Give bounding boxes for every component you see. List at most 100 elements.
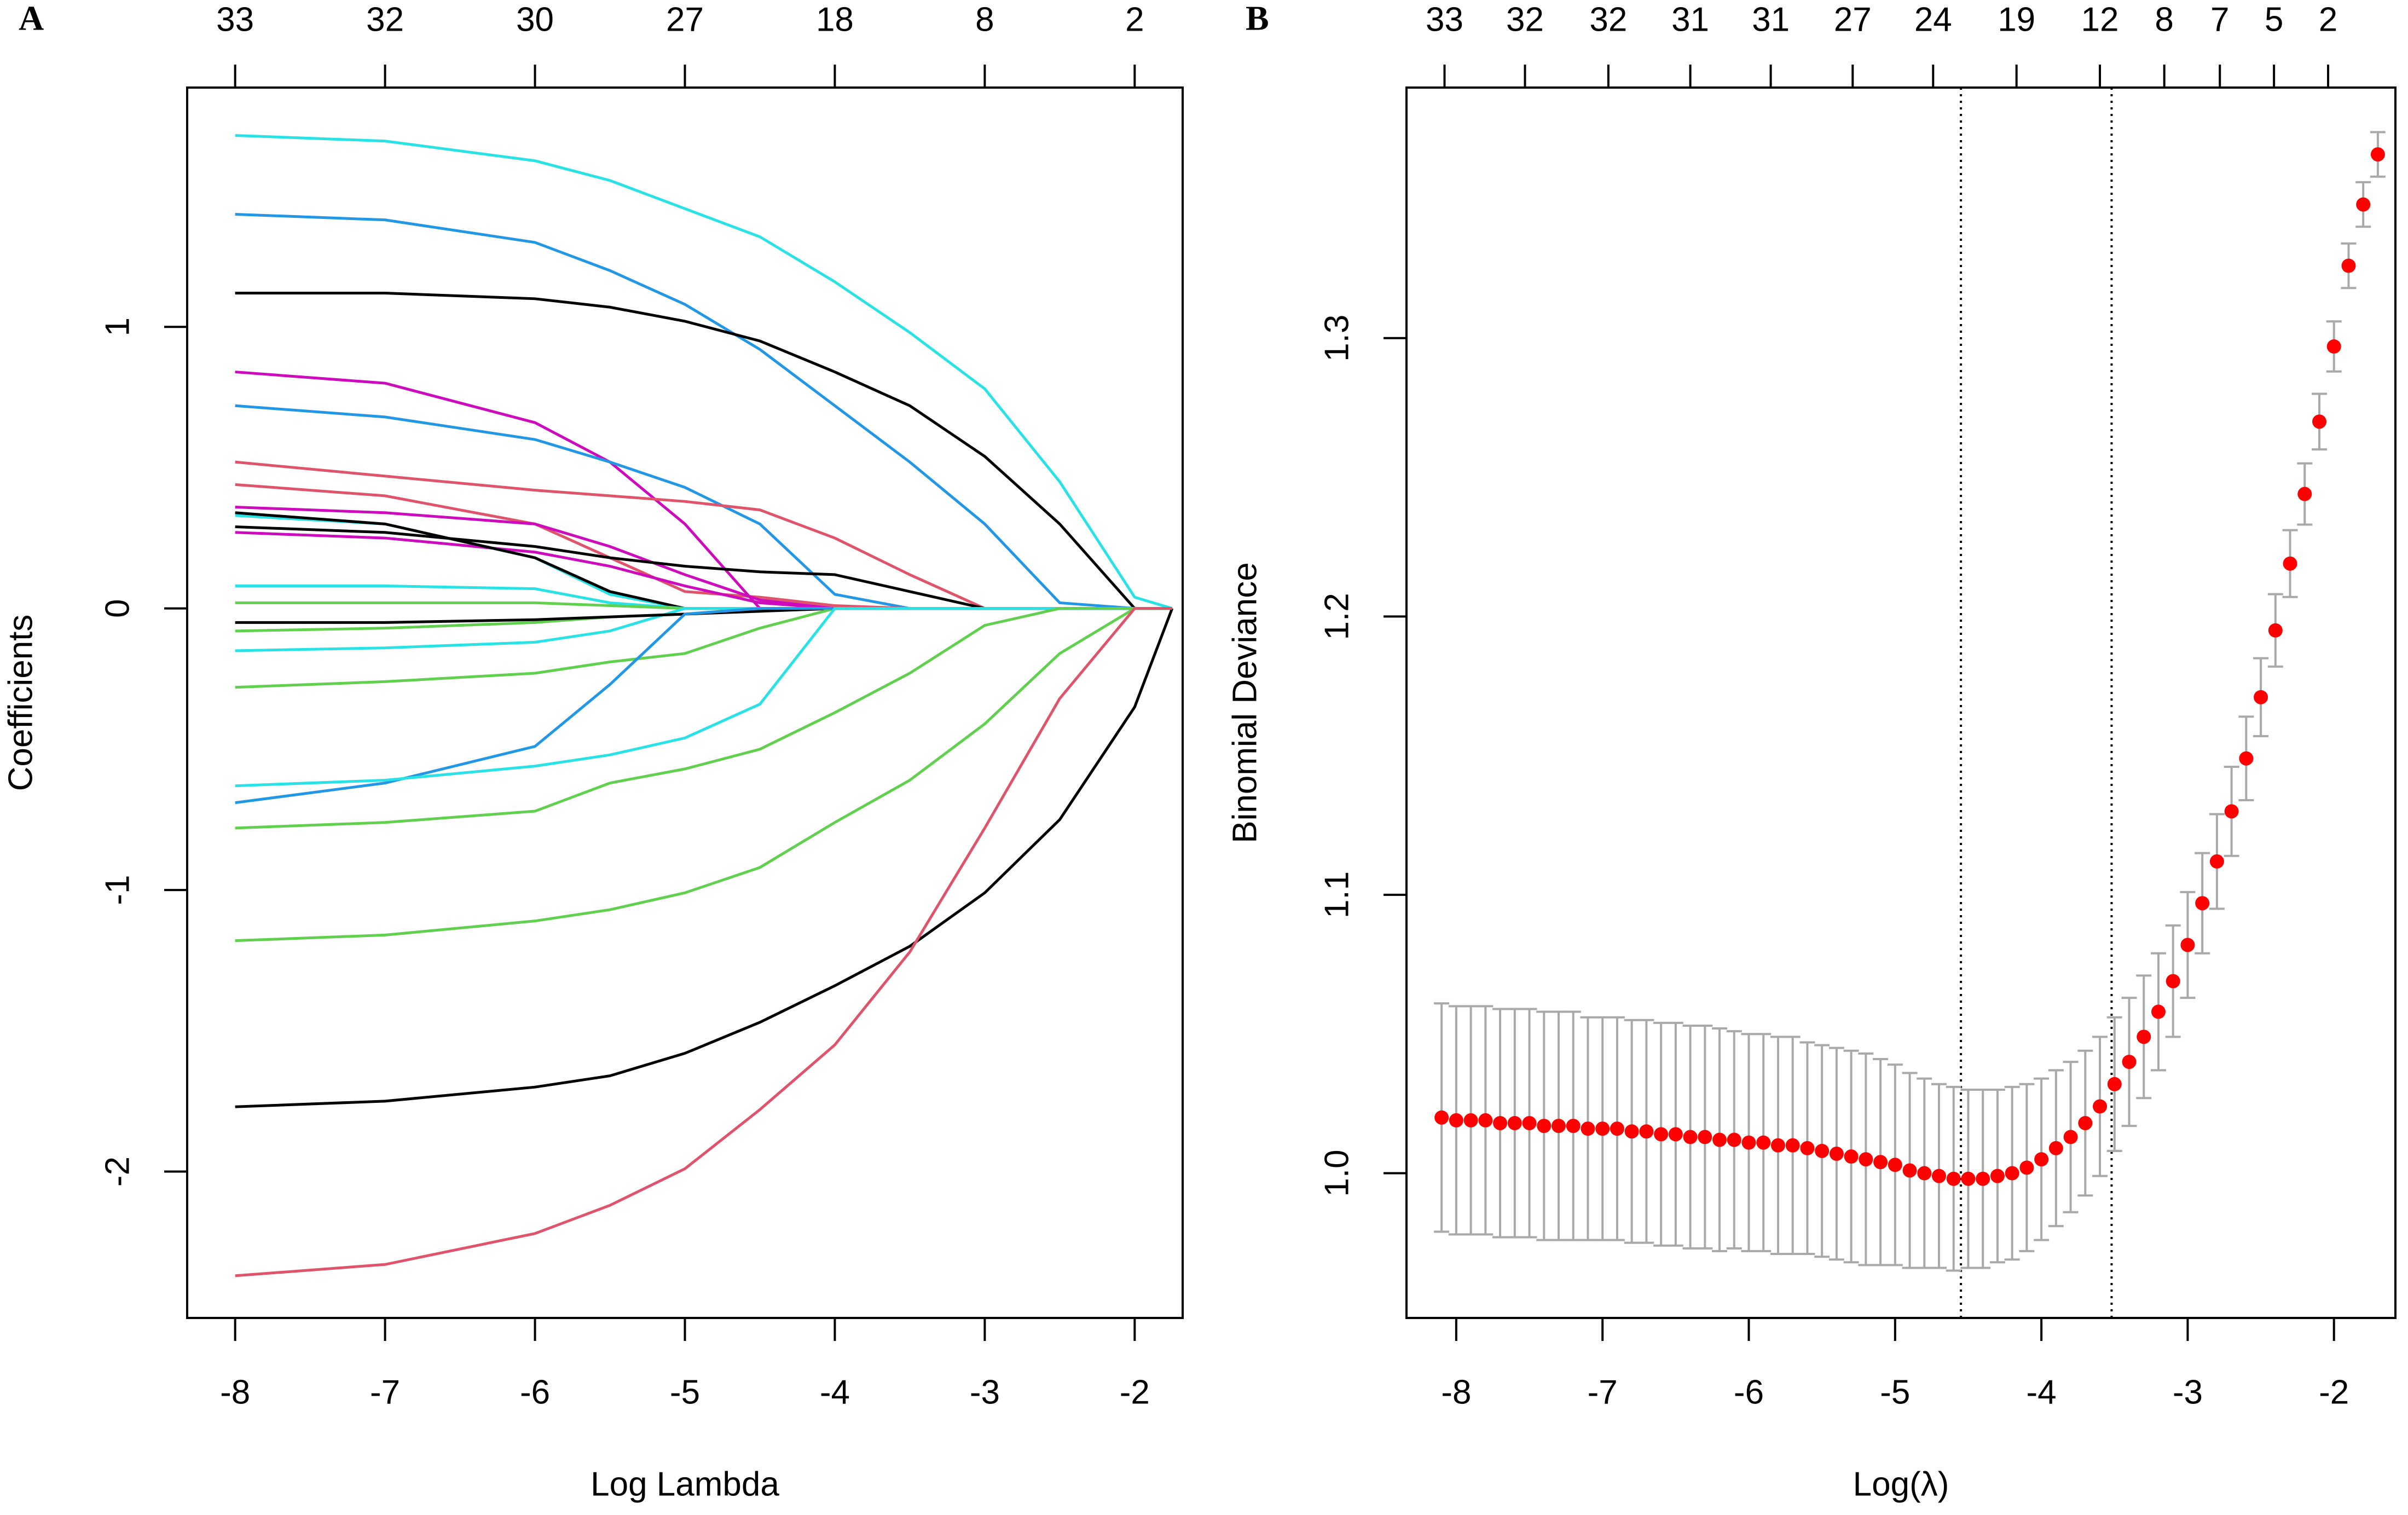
point [1829, 1146, 1844, 1161]
point [1683, 1130, 1698, 1144]
point [1946, 1171, 1961, 1186]
point [1800, 1141, 1815, 1155]
top-tick-label: 31 [1752, 1, 1790, 38]
top-tick-label: 5 [2265, 1, 2283, 38]
point [1815, 1143, 1830, 1158]
coefficient-path [235, 607, 1172, 788]
point [2209, 854, 2224, 869]
y-tick-label: 1.0 [1318, 1149, 1356, 1196]
point [2239, 751, 2254, 766]
x-tick-label: -2 [2319, 1373, 2349, 1411]
point [1434, 1110, 1449, 1125]
coefficient-path [235, 134, 1173, 610]
plot-clip-rect [187, 88, 1183, 1318]
x-axis-title: Log Lambda [591, 1465, 779, 1503]
x-tick-label: -6 [520, 1373, 550, 1411]
x-tick-label: -2 [1120, 1373, 1150, 1411]
point [1785, 1138, 1800, 1153]
point [1917, 1166, 1932, 1181]
point [1727, 1132, 1741, 1147]
x-tick-label: -4 [820, 1373, 850, 1411]
plot-frame [1405, 86, 2397, 1319]
point [1595, 1121, 1610, 1136]
point [1668, 1127, 1683, 1142]
point [2224, 804, 2239, 819]
y-tick-label: 1 [99, 317, 136, 336]
point [1624, 1124, 1639, 1139]
coefficient-path [235, 607, 1172, 1277]
top-tick-label: 24 [1914, 1, 1952, 38]
point [2283, 556, 2297, 571]
y-tick-label: -2 [99, 1157, 136, 1187]
point [1961, 1171, 1976, 1186]
top-tick-label: 7 [2210, 1, 2229, 38]
point [2048, 1141, 2063, 1155]
point [2195, 896, 2210, 911]
y-axis-title: Binomial Deviance [1226, 562, 1264, 843]
x-tick-label: -8 [1441, 1373, 1471, 1411]
x-tick-label: -5 [670, 1373, 700, 1411]
y-tick-label: 1.3 [1318, 315, 1356, 362]
top-tick-label: 2 [1125, 1, 1144, 38]
point [2137, 1030, 2151, 1044]
x-axis-title: Log(λ) [1853, 1465, 1949, 1503]
top-tick-label: 32 [366, 1, 404, 38]
point [1844, 1149, 1859, 1164]
point [2341, 258, 2356, 273]
point [1493, 1115, 1508, 1130]
x-tick-label: -3 [2173, 1373, 2203, 1411]
top-tick-label: 30 [516, 1, 554, 38]
top-tick-label: 33 [216, 1, 254, 38]
point [2107, 1077, 2122, 1091]
x-tick-label: -3 [970, 1373, 1000, 1411]
point [2326, 339, 2341, 354]
top-tick-label: 33 [1426, 1, 1463, 38]
x-tick-label: -7 [370, 1373, 400, 1411]
point [1463, 1113, 1478, 1127]
x-tick-label: -4 [2027, 1373, 2057, 1411]
point [2370, 147, 2385, 162]
coefficient-path [235, 212, 1172, 610]
point [1990, 1169, 2005, 1183]
point [2268, 623, 2283, 638]
y-tick-label: 1.2 [1318, 593, 1356, 640]
y-tick-label: 1.1 [1318, 871, 1356, 918]
point [2019, 1160, 2034, 1175]
top-tick-label: 2 [2319, 1, 2337, 38]
coefficient-path [235, 607, 1172, 942]
point [1712, 1132, 1727, 1147]
point [1888, 1158, 1902, 1172]
point [1522, 1115, 1537, 1130]
point [1741, 1135, 1756, 1150]
panel-letter: A [19, 0, 44, 38]
top-tick-label: 27 [666, 1, 704, 38]
coefficient-path [235, 404, 1172, 610]
plot-clip-rect [1406, 88, 2395, 1318]
coefficient-path [235, 607, 1172, 830]
x-tick-label: -7 [1588, 1373, 1618, 1411]
y-axis-title: Coefficients [2, 615, 39, 791]
top-tick-label: 12 [2081, 1, 2119, 38]
point [1770, 1138, 1785, 1153]
point [1566, 1119, 1581, 1134]
point [2151, 1004, 2166, 1019]
point [2034, 1152, 2049, 1167]
point [1902, 1163, 1917, 1178]
top-tick-label: 18 [816, 1, 854, 38]
point [2122, 1055, 2137, 1069]
panel-letter: B [1246, 0, 1269, 38]
coefficient-path [235, 514, 1172, 610]
point [1581, 1121, 1595, 1136]
point [2297, 487, 2312, 501]
coefficient-path [235, 607, 1172, 805]
point [2312, 414, 2326, 429]
point [1756, 1135, 1771, 1150]
plot-frame [186, 86, 1184, 1319]
point [2005, 1166, 2019, 1181]
coefficient-path [235, 608, 1174, 1108]
coefficient-path [235, 292, 1172, 610]
point [2180, 938, 2195, 952]
y-tick-label: 0 [99, 599, 136, 617]
top-tick-label: 19 [1998, 1, 2035, 38]
